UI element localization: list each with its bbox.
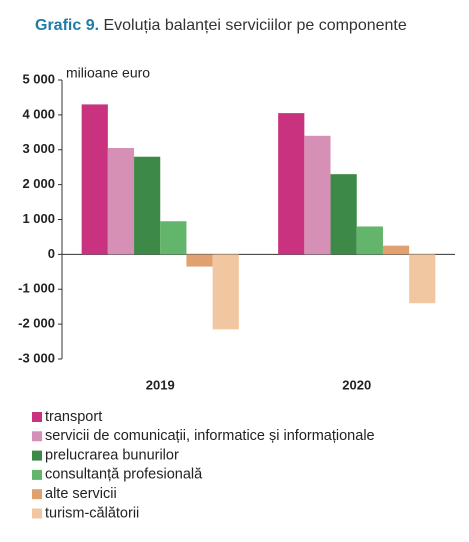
legend-label: consultanță profesională [45,467,203,483]
legend-label: servicii de comunicații, informatice și … [45,428,375,444]
bar [134,156,161,255]
x-tick-label: 2019 [146,377,175,392]
legend-swatch [32,431,42,442]
bar [107,148,135,255]
legend-label: alte servicii [45,486,117,502]
bar [212,254,239,330]
legend-swatch [32,469,42,480]
y-tick-label: 4 000 [22,106,55,121]
y-tick-label: -2 000 [18,316,55,331]
bar [409,254,436,304]
y-tick-label: 5 000 [22,71,55,86]
bar [330,174,357,255]
bar [186,254,213,267]
y-tick-label: 0 [48,246,55,261]
y-tick-label: -1 000 [18,281,55,296]
x-tick-label: 2020 [342,377,371,392]
y-axis-label: milioane euro [66,65,150,81]
chart-title: Grafic 9. Evoluția balanței serviciilor … [35,17,407,34]
legend-swatch [32,412,42,422]
y-tick-label: -3 000 [18,350,55,365]
bar [304,135,331,255]
legend-swatch [32,508,42,519]
bar [382,245,410,255]
bar [81,104,108,255]
title-text: Evoluția balanței serviciilor pe compone… [103,17,406,34]
legend-swatch [32,489,42,500]
y-tick-label: 3 000 [22,141,55,156]
legend-label: turism-călătorii [45,505,139,521]
y-tick-label: 1 000 [22,211,55,226]
title-label: Grafic 9. [35,17,99,34]
y-tick-label: 2 000 [22,176,55,191]
legend-label: prelucrarea bunurilor [45,447,179,463]
bar [356,226,383,255]
bar [278,113,305,255]
legend-swatch [32,450,42,461]
legend-label: transport [45,409,102,425]
bar [160,221,187,255]
